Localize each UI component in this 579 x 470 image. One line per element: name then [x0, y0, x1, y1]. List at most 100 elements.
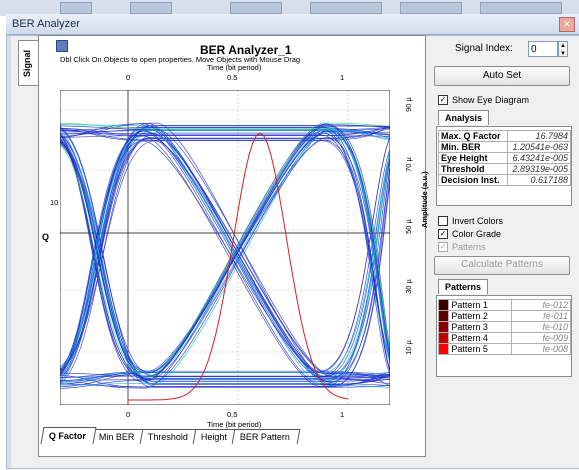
analysis-table: Max. Q Factor 16.7984 Min. BER 1.20541e-06… [438, 130, 572, 186]
eye-trace [60, 128, 390, 382]
patterns-panel: Pattern 1 fe-012 Pattern 2 fe-011 Pattern … [436, 295, 572, 377]
toolbar-button[interactable] [400, 2, 462, 14]
x-tick-top: 0 [126, 73, 131, 82]
checkbox-label: Color Grade [452, 229, 502, 239]
spin-down-icon[interactable]: ▼ [560, 51, 566, 57]
analysis-value: 0.617188 [506, 174, 572, 186]
signal-index-label: Signal Index: [455, 43, 513, 54]
visualizer-icon [56, 40, 68, 52]
analysis-key: Decision Inst. [438, 174, 508, 186]
table-row: Pattern 5 fe-008 [437, 343, 571, 355]
pattern-name: Pattern 3 [448, 321, 513, 333]
pattern-swatch [437, 299, 450, 311]
q-factor-curve [127, 132, 349, 405]
patterns-table: Pattern 1 fe-012 Pattern 2 fe-011 Pattern … [437, 299, 571, 355]
checkbox-box[interactable]: ✓ [438, 95, 448, 105]
eye-trace [60, 122, 390, 387]
analysis-value: 2.89319e-005 [506, 163, 572, 175]
analysis-value: 1.20541e-063 [506, 141, 572, 153]
pattern-name: Pattern 2 [448, 310, 513, 322]
left-tick: 10 [50, 198, 59, 207]
eye-trace [60, 129, 390, 385]
x-tick-top: 0.5 [227, 73, 238, 82]
x-tick-bottom: 1 [340, 410, 345, 419]
tab-analysis[interactable]: Analysis [438, 110, 490, 125]
eye-trace [60, 128, 390, 383]
pattern-name: Pattern 5 [448, 343, 513, 355]
eye-trace [60, 126, 390, 141]
toolbar-button[interactable] [130, 2, 172, 14]
analysis-value: 6.43241e-005 [506, 152, 572, 164]
pattern-name: Pattern 1 [448, 299, 513, 311]
window-edge [7, 36, 11, 468]
tab-threshold[interactable]: Threshold [139, 429, 198, 444]
eye-trace [60, 125, 390, 377]
right-tick: 70 µ [403, 157, 413, 172]
tab-patterns[interactable]: Patterns [438, 279, 489, 294]
analysis-key: Threshold [438, 163, 508, 175]
color-grade-checkbox[interactable]: ✓ Color Grade [438, 229, 501, 239]
right-tick: 10 µ [403, 340, 413, 355]
table-row: Eye Height 6.43241e-005 [438, 152, 572, 164]
auto-set-button[interactable]: Auto Set [434, 66, 570, 86]
eye-diagram[interactable] [60, 90, 390, 405]
x-axis-title-bottom: Time (bit period) [207, 420, 262, 429]
signal-index-spinner[interactable]: ▲ ▼ [558, 41, 568, 57]
analysis-key: Max. Q Factor [438, 130, 508, 142]
pattern-value: fe-008 [511, 343, 571, 355]
table-row: Max. Q Factor 16.7984 [438, 130, 572, 142]
pattern-swatch [437, 310, 450, 322]
checkbox-label: Invert Colors [452, 216, 504, 226]
eye-trace [60, 127, 390, 388]
side-tab-signal[interactable]: Signal [18, 40, 39, 86]
toolbar-button[interactable] [230, 2, 282, 14]
table-row: Pattern 2 fe-011 [437, 310, 571, 322]
spin-up-icon[interactable]: ▲ [560, 43, 566, 49]
plot-area [60, 90, 390, 405]
checkbox-box[interactable]: ✓ [438, 229, 448, 239]
window-titlebar: BER Analyzer ✕ [6, 14, 579, 35]
analysis-value: 16.7984 [506, 130, 572, 142]
eye-trace [60, 134, 390, 380]
table-row: Min. BER 1.20541e-063 [438, 141, 572, 153]
amplitude-axis-label: Amplitude (a.u.) [420, 171, 429, 228]
table-row: Threshold 2.89319e-005 [438, 163, 572, 175]
table-row: Pattern 1 fe-012 [437, 299, 571, 311]
eye-trace [60, 126, 390, 385]
bottom-tab-bar: Q Factor Min BER Threshold Height BER Pa… [40, 427, 300, 444]
eye-trace [60, 123, 390, 353]
right-tick: 50 µ [403, 219, 413, 234]
eye-trace [60, 122, 390, 378]
eye-trace [60, 128, 390, 378]
tab-height[interactable]: Height [192, 429, 237, 444]
tab-min-ber[interactable]: Min BER [90, 429, 145, 444]
pattern-name: Pattern 4 [448, 332, 513, 344]
tab-label: Q Factor [48, 431, 86, 441]
signal-index-input[interactable]: 0 [528, 41, 558, 57]
pattern-value: fe-009 [511, 332, 571, 344]
eye-trace [60, 129, 390, 379]
close-button[interactable]: ✕ [559, 17, 575, 32]
toolbar-button[interactable] [60, 2, 92, 14]
right-tick: 30 µ [403, 279, 413, 294]
tab-label: Height [200, 432, 227, 442]
host-toolbar-strip [0, 0, 579, 16]
analysis-key: Eye Height [438, 152, 508, 164]
pattern-swatch [437, 343, 450, 355]
toolbar-button[interactable] [480, 2, 562, 14]
show-eye-checkbox[interactable]: ✓ Show Eye Diagram [438, 95, 529, 105]
pattern-swatch [437, 321, 450, 333]
eye-trace [60, 128, 390, 137]
pattern-swatch [437, 332, 450, 344]
checkbox-box: ✓ [438, 242, 448, 252]
calculate-patterns-button: Calculate Patterns [434, 256, 570, 275]
tab-q-factor[interactable]: Q Factor [40, 427, 97, 444]
invert-colors-checkbox[interactable]: Invert Colors [438, 216, 503, 226]
eye-trace [60, 142, 390, 382]
eye-trace [60, 134, 390, 388]
tab-label: BER Pattern [239, 432, 290, 442]
pattern-value: fe-011 [511, 310, 571, 322]
toolbar-button[interactable] [310, 2, 382, 14]
checkbox-box[interactable] [438, 216, 448, 226]
tab-ber-pattern[interactable]: BER Pattern [231, 429, 300, 444]
